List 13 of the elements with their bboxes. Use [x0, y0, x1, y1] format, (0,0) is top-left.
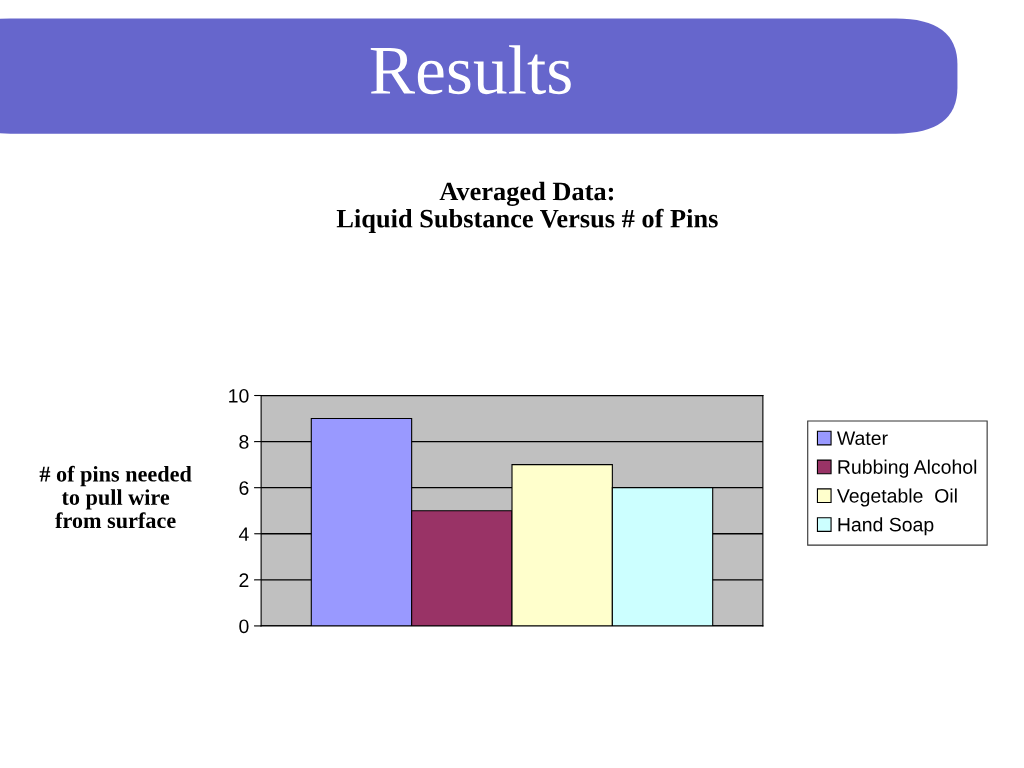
y-tick-label: 6 — [239, 481, 249, 495]
y-tick-label: 0 — [239, 619, 249, 634]
legend-label: Hand Soap — [838, 517, 934, 536]
legend-label: Vegetable Oil — [836, 488, 957, 507]
legend-label: Rubbing Alcohol — [838, 459, 977, 478]
chart-title: Results — [370, 45, 571, 95]
y-axis-title: # of pins needed to pull wire from surface — [39, 465, 192, 529]
y-tick-label: 8 — [239, 435, 249, 449]
y-tick-label: 2 — [239, 573, 249, 587]
y-tick-label: 4 — [238, 527, 249, 541]
chart-subtitle: Averaged Data: Liquid Substance Versus # of Pins — [336, 181, 718, 233]
legend-label: Water — [836, 431, 888, 446]
y-tick-label: 10 — [229, 388, 249, 403]
